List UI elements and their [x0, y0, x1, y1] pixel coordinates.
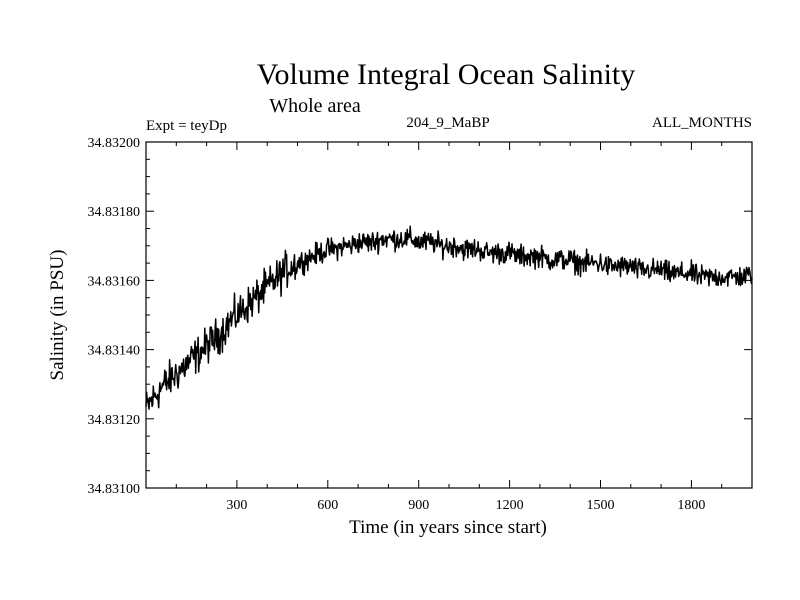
- x-tick-label: 1200: [496, 498, 524, 513]
- y-tick-label: 34.83100: [88, 482, 141, 497]
- season-label: ALL_MONTHS: [652, 115, 752, 131]
- x-tick-label: 1500: [587, 498, 615, 513]
- experiment-label: Expt = teyDp: [146, 118, 227, 134]
- x-tick-label: 1800: [677, 498, 705, 513]
- y-axis-label: Salinity (in PSU): [47, 250, 68, 381]
- y-tick-label: 34.83160: [88, 274, 141, 289]
- x-axis-label: Time (in years since start): [349, 517, 547, 538]
- plot-frame: [145, 141, 753, 489]
- salinity-series-line: [145, 225, 753, 410]
- chart-subtitle: Whole area: [269, 95, 361, 117]
- run-label: 204_9_MaBP: [406, 115, 489, 131]
- x-tick-label: 600: [317, 498, 338, 513]
- y-axis-ticks: 34.83100 34.83120 34.83140 34.83160 34.83180…: [88, 136, 752, 497]
- y-tick-label: 34.83200: [88, 136, 141, 151]
- x-axis-ticks: 300 600 900 1200 1500 1800: [175, 142, 723, 513]
- y-tick-label: 34.83120: [88, 413, 141, 428]
- x-tick-label: 300: [226, 498, 247, 513]
- y-tick-label: 34.83140: [88, 344, 141, 359]
- y-tick-label: 34.83180: [88, 205, 141, 220]
- chart-title: Volume Integral Ocean Salinity: [257, 58, 636, 91]
- x-tick-label: 900: [408, 498, 429, 513]
